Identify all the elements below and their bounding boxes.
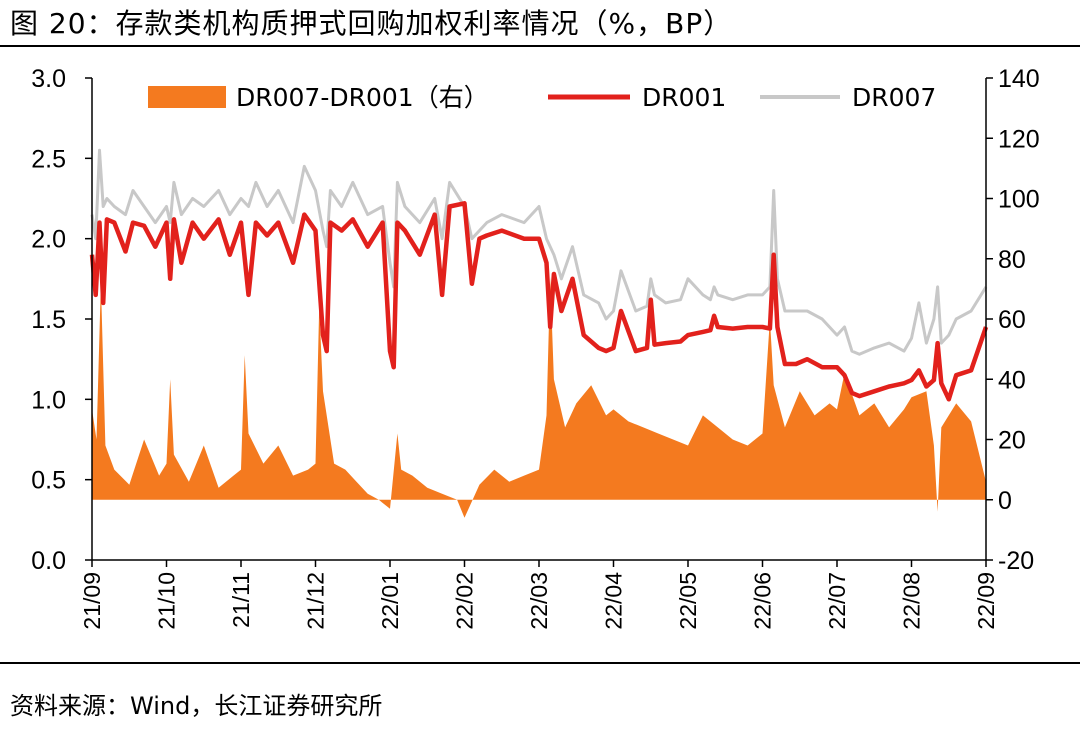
x-tick-label: 22/04 (601, 572, 627, 630)
right-tick-label: 140 (998, 65, 1040, 93)
right-tick-label: -20 (998, 547, 1034, 575)
left-tick-label: 0.0 (31, 547, 66, 575)
rate-lines-layer (89, 148, 989, 402)
x-tick-label: 22/02 (452, 572, 478, 630)
series-area-spread (92, 276, 986, 518)
right-tick-label: 20 (998, 427, 1026, 455)
left-tick-label: 1.0 (31, 386, 66, 414)
left-tick-label: 1.5 (31, 306, 66, 334)
legend-label-dr007: DR007 (852, 83, 936, 112)
right-tick-label: 40 (998, 366, 1026, 394)
x-tick-label: 21/10 (154, 572, 180, 630)
series-line-dr001 (89, 201, 989, 402)
x-tick-label: 22/09 (973, 572, 999, 630)
x-tick-label: 21/09 (79, 572, 105, 630)
x-tick-label: 22/06 (750, 572, 776, 630)
right-tick-label: 0 (998, 487, 1012, 515)
x-tick-label: 22/05 (675, 572, 701, 630)
right-tick-label: 100 (998, 186, 1040, 214)
x-tick-label: 21/11 (228, 572, 254, 628)
left-tick-label: 3.0 (31, 65, 66, 93)
right-tick-label: 60 (998, 306, 1026, 334)
x-tick-label: 22/01 (377, 572, 403, 630)
right-tick-label: 120 (998, 125, 1040, 153)
left-tick-label: 2.5 (31, 145, 66, 173)
legend-label-dr001: DR001 (642, 83, 726, 112)
left-tick-label: 0.5 (31, 467, 66, 495)
legend-swatch-spread (148, 86, 226, 108)
x-tick-label: 22/03 (526, 572, 552, 630)
right-tick-label: 80 (998, 246, 1026, 274)
x-tick-label: 22/08 (899, 572, 925, 630)
spread-area-layer (92, 276, 986, 518)
bottom-divider (0, 662, 1080, 664)
x-tick-label: 22/07 (824, 572, 850, 630)
legend-label-spread: DR007-DR001（右） (236, 83, 489, 112)
series-line-dr007 (90, 148, 988, 356)
left-tick-label: 2.0 (31, 226, 66, 254)
title-divider (0, 45, 1080, 47)
chart: 3.0 2.5 2.0 1.5 1.0 0.5 0.0 140 120 100 80 60 40 20 0 -… (31, 65, 1039, 630)
source-note: 资料来源：Wind，长江证券研究所 (10, 692, 383, 720)
figure-title: 图 20：存款类机构质押式回购加权利率情况（%，BP） (10, 7, 733, 40)
axes-layer: 3.0 2.5 2.0 1.5 1.0 0.5 0.0 140 120 100 80 60 40 20 0 -… (31, 65, 1039, 630)
x-tick-label: 21/12 (303, 572, 329, 630)
chart-legend: DR007-DR001（右） DR001 DR007 (148, 83, 936, 112)
